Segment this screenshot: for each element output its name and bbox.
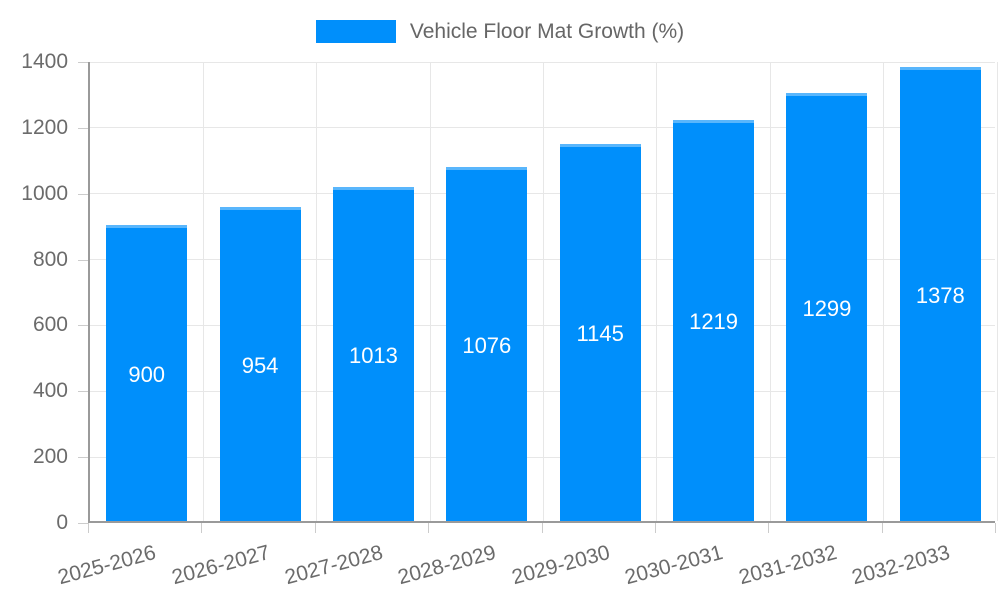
x-axis-tick [541, 523, 543, 533]
bar [446, 166, 528, 521]
x-axis-tick-label: 2026-2027 [169, 541, 273, 590]
gridline-horizontal [90, 193, 995, 195]
x-axis-tick-label: 2031-2032 [735, 541, 839, 590]
bar-value-label: 1013 [348, 343, 398, 369]
bar-value-label: 1378 [915, 283, 965, 309]
gridline-vertical [429, 62, 431, 521]
x-axis-tick [995, 523, 996, 533]
y-axis-tick [78, 523, 88, 524]
y-axis-tick-label: 600 [32, 313, 68, 337]
y-axis-tick-label: 200 [32, 445, 68, 469]
y-axis-tick-label: 1400 [21, 50, 68, 73]
bar [332, 187, 414, 521]
x-axis-tick-label: 2029-2030 [509, 541, 613, 590]
gridline-horizontal [90, 127, 995, 129]
gridline-vertical [543, 62, 544, 521]
x-axis-tick-label: 2028-2029 [395, 541, 499, 590]
gridline-horizontal [90, 61, 995, 63]
bar-value-label: 1299 [802, 296, 852, 322]
y-axis-tick [78, 325, 88, 327]
gridline-horizontal [90, 456, 995, 458]
bar [106, 224, 188, 521]
bar-value-label: 900 [128, 361, 166, 387]
x-axis-tick [768, 523, 770, 533]
y-axis-tick [78, 391, 88, 393]
y-axis-tick [78, 193, 88, 195]
x-axis-tick [881, 523, 883, 533]
x-axis-tick [428, 523, 430, 533]
gridline-vertical [769, 62, 771, 521]
y-axis-tick-label: 0 [56, 511, 68, 534]
bar-value-label: 1219 [689, 309, 739, 335]
bar-value-label: 954 [241, 352, 279, 378]
x-axis-tick-label: 2027-2028 [282, 541, 386, 590]
gridline-vertical [656, 62, 658, 521]
gridline-horizontal [90, 390, 995, 392]
x-axis-tick [314, 523, 316, 533]
plot-area: 900 954 1013 1076 1145 1219 1299 1378 [88, 61, 998, 523]
y-axis-tick-label: 1000 [21, 181, 68, 205]
x-axis-tick [201, 523, 203, 533]
gridline-vertical [996, 62, 998, 521]
bar-value-label: 1145 [576, 321, 624, 347]
gridline-horizontal [90, 259, 995, 261]
legend-item[interactable]: Vehicle Floor Mat Growth (%) [315, 20, 685, 43]
bar-value-label: 1076 [462, 332, 512, 358]
legend-swatch [315, 20, 396, 43]
y-axis-tick-label: 1200 [21, 115, 68, 139]
bar [559, 143, 641, 521]
y-axis-tick-label: 800 [32, 247, 68, 271]
bar [219, 206, 301, 521]
y-axis-tick [78, 62, 88, 63]
x-axis-tick [88, 523, 89, 533]
bar [899, 67, 981, 521]
bar [786, 93, 868, 521]
gridline-horizontal [90, 324, 995, 326]
y-axis-tick [78, 127, 88, 129]
gridline-vertical [316, 62, 318, 521]
x-axis-tick-label: 2032-2033 [849, 541, 953, 590]
legend-label: Vehicle Floor Mat Growth (%) [409, 20, 685, 43]
y-axis-tick-label: 400 [32, 379, 68, 403]
bar [673, 119, 755, 521]
y-axis-tick [78, 259, 88, 261]
x-axis-tick [654, 523, 656, 533]
x-axis-tick-label: 2025-2026 [55, 541, 159, 590]
legend: Vehicle Floor Mat Growth (%) [0, 20, 1000, 43]
y-axis-tick [78, 457, 88, 459]
gridline-vertical [883, 62, 885, 521]
x-axis-tick-label: 2030-2031 [622, 541, 726, 590]
gridline-vertical [202, 62, 204, 521]
